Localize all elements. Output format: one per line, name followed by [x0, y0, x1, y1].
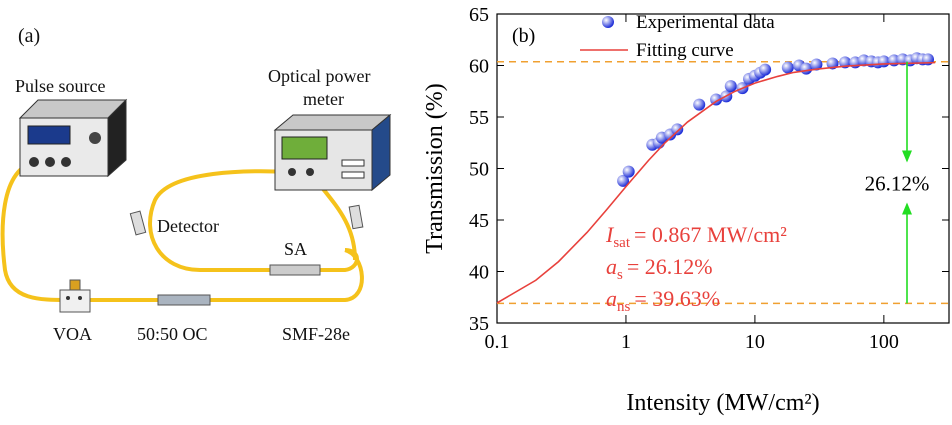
x-tick-label: 100 [869, 331, 899, 353]
y-tick-label: 45 [469, 210, 489, 232]
fiber-label: SMF-28e [282, 324, 350, 344]
legend-label: Fitting curve [636, 40, 734, 61]
panel-a: (a) Pulse source Optical pow [0, 25, 392, 344]
pulse-source-device [18, 98, 128, 178]
x-tick-label: 0.1 [485, 331, 510, 353]
legend-label: Experimental data [636, 12, 775, 33]
annotation-sub: sat [613, 235, 630, 251]
arrow-label: 26.12% [865, 172, 930, 196]
panel-label: (a) [18, 25, 40, 47]
y-tick-label: 40 [469, 262, 489, 284]
annotation-sub: ns [617, 299, 631, 315]
y-tick-label: 50 [469, 159, 489, 181]
data-point [617, 174, 630, 187]
arrow-head [902, 202, 912, 215]
legend-marker [602, 16, 614, 28]
y-axis-label: Transmission (%) [422, 83, 448, 253]
y-tick-label: 35 [469, 313, 489, 335]
data-point [800, 62, 813, 75]
power-meter-label: Optical power [268, 66, 370, 86]
fit-curve [496, 61, 936, 304]
data-point [810, 58, 823, 71]
x-axis-label: Intensity (MW/cm²) [626, 390, 819, 416]
voa-device [59, 279, 91, 313]
y-tick-label: 55 [469, 107, 489, 129]
annotation-var: I [605, 222, 615, 247]
coupler-label: 50:50 OC [137, 324, 208, 344]
y-tick-label: 60 [469, 56, 489, 78]
pulse-source-label: Pulse source [15, 76, 105, 96]
sa-device [269, 264, 321, 276]
x-tick-label: 1 [621, 331, 631, 353]
annotation-var: a [606, 286, 617, 311]
annotation: as = 26.12% [606, 254, 713, 283]
data-point [781, 61, 794, 74]
connector [129, 210, 147, 236]
power-meter-device [273, 113, 392, 192]
annotation-rest: = 26.12% [627, 254, 713, 279]
annotation-var: a [606, 254, 617, 279]
panel-label: (b) [512, 25, 535, 47]
x-tick-label: 10 [745, 331, 765, 353]
annotation-rest: = 0.867 MW/cm² [634, 222, 787, 247]
data-point [693, 98, 706, 111]
annotation-rest: = 39.63% [634, 286, 720, 311]
data-point [759, 63, 772, 76]
annotation: Isat = 0.867 MW/cm² [605, 222, 787, 251]
data-point [724, 80, 737, 93]
sa-label: SA [284, 239, 307, 259]
arrow-head [902, 150, 912, 163]
data-point [710, 93, 723, 106]
data-point [622, 165, 635, 178]
power-meter-label: meter [303, 89, 344, 109]
connector [348, 204, 364, 230]
annotation-sub: s [617, 267, 623, 283]
detector-label: Detector [157, 216, 219, 236]
y-tick-label: 65 [469, 4, 489, 26]
coupler-device [157, 294, 211, 306]
annotation: ans = 39.63% [606, 286, 720, 315]
data-point [671, 123, 684, 136]
voa-label: VOA [53, 324, 92, 344]
data-point [877, 55, 890, 68]
